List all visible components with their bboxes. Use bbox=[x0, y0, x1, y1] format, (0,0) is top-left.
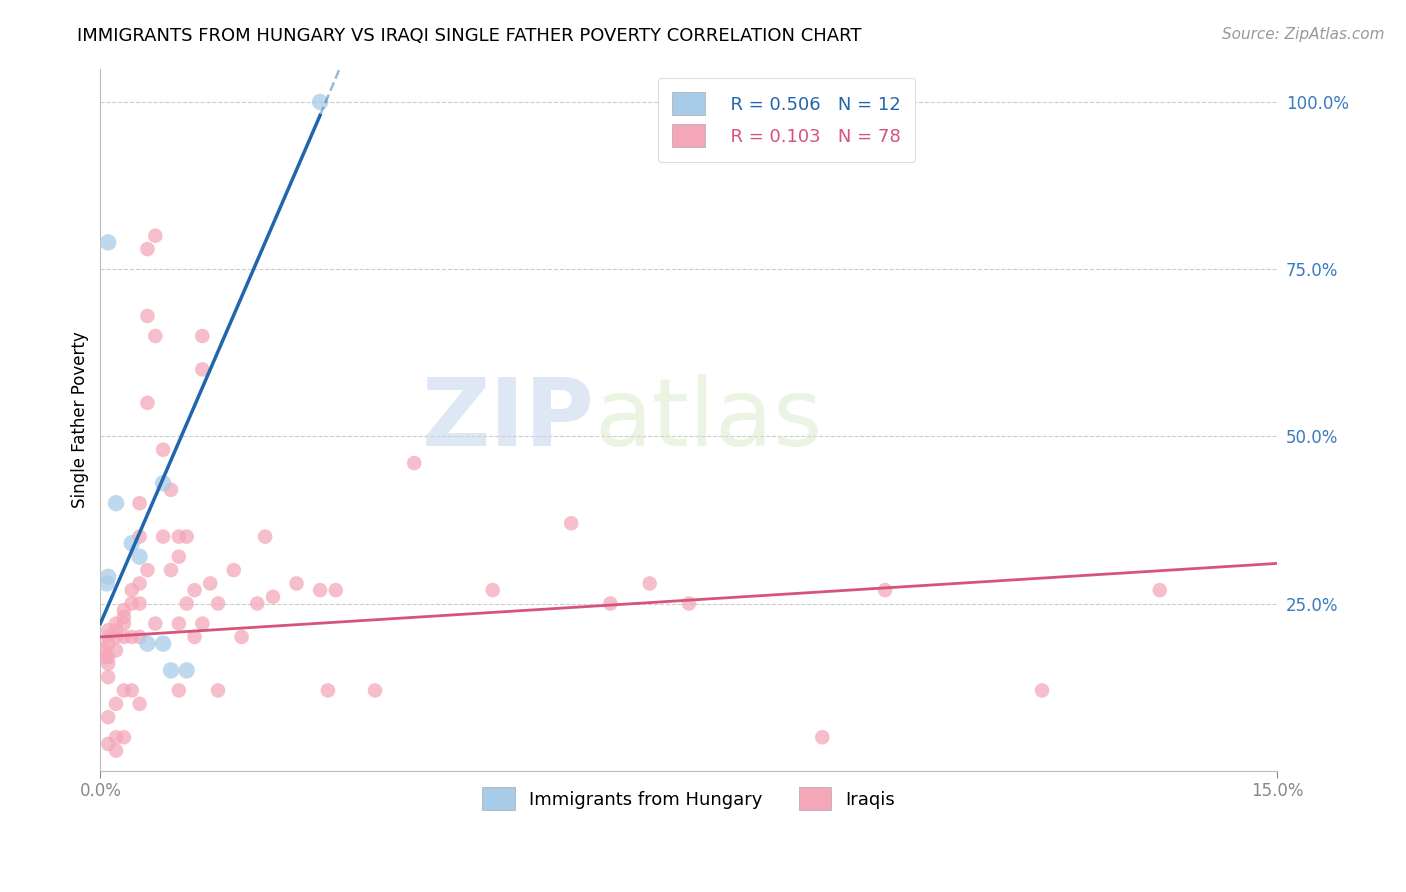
Point bbox=[143, 228, 166, 243]
Point bbox=[325, 583, 347, 598]
Point bbox=[128, 496, 150, 510]
Point bbox=[97, 235, 120, 250]
Point bbox=[364, 683, 387, 698]
Point bbox=[112, 616, 135, 631]
Point bbox=[105, 496, 128, 510]
Point bbox=[560, 516, 582, 531]
Point bbox=[97, 570, 120, 584]
Point bbox=[231, 630, 253, 644]
Point bbox=[97, 670, 120, 684]
Point bbox=[105, 624, 128, 638]
Point bbox=[316, 683, 339, 698]
Point bbox=[152, 442, 174, 457]
Point bbox=[176, 664, 198, 678]
Point bbox=[309, 583, 332, 598]
Text: IMMIGRANTS FROM HUNGARY VS IRAQI SINGLE FATHER POVERTY CORRELATION CHART: IMMIGRANTS FROM HUNGARY VS IRAQI SINGLE … bbox=[77, 27, 862, 45]
Point bbox=[167, 549, 190, 564]
Point bbox=[128, 549, 150, 564]
Point bbox=[97, 710, 120, 724]
Point bbox=[262, 590, 284, 604]
Point bbox=[97, 637, 120, 651]
Point bbox=[121, 597, 143, 611]
Point bbox=[97, 650, 120, 665]
Point bbox=[121, 536, 143, 550]
Point bbox=[128, 630, 150, 644]
Point bbox=[183, 583, 205, 598]
Point bbox=[167, 530, 190, 544]
Point bbox=[136, 309, 159, 323]
Point bbox=[481, 583, 503, 598]
Point bbox=[121, 583, 143, 598]
Point bbox=[136, 637, 159, 651]
Point bbox=[207, 597, 229, 611]
Text: ZIP: ZIP bbox=[422, 374, 595, 466]
Point bbox=[112, 683, 135, 698]
Point bbox=[160, 563, 183, 577]
Point bbox=[160, 664, 183, 678]
Point bbox=[167, 616, 190, 631]
Point bbox=[152, 476, 174, 491]
Point bbox=[875, 583, 897, 598]
Point bbox=[404, 456, 426, 470]
Point bbox=[136, 563, 159, 577]
Point bbox=[811, 731, 834, 745]
Point bbox=[121, 683, 143, 698]
Point bbox=[105, 630, 128, 644]
Point bbox=[207, 683, 229, 698]
Point bbox=[143, 329, 166, 343]
Point bbox=[97, 630, 120, 644]
Point bbox=[246, 597, 269, 611]
Point bbox=[97, 737, 120, 751]
Point bbox=[105, 744, 128, 758]
Point bbox=[1031, 683, 1053, 698]
Point bbox=[128, 576, 150, 591]
Point bbox=[183, 630, 205, 644]
Point bbox=[191, 362, 214, 376]
Point bbox=[191, 329, 214, 343]
Point bbox=[97, 624, 120, 638]
Legend: Immigrants from Hungary, Iraqis: Immigrants from Hungary, Iraqis bbox=[468, 772, 910, 825]
Point bbox=[112, 731, 135, 745]
Point bbox=[112, 610, 135, 624]
Point bbox=[176, 597, 198, 611]
Point bbox=[128, 530, 150, 544]
Text: atlas: atlas bbox=[595, 374, 823, 466]
Text: Source: ZipAtlas.com: Source: ZipAtlas.com bbox=[1222, 27, 1385, 42]
Point bbox=[200, 576, 222, 591]
Point bbox=[678, 597, 700, 611]
Point bbox=[105, 697, 128, 711]
Point bbox=[254, 530, 277, 544]
Point bbox=[160, 483, 183, 497]
Point bbox=[143, 616, 166, 631]
Point bbox=[105, 731, 128, 745]
Point bbox=[167, 683, 190, 698]
Point bbox=[136, 396, 159, 410]
Point bbox=[152, 637, 174, 651]
Point bbox=[309, 95, 332, 109]
Point bbox=[128, 597, 150, 611]
Point bbox=[112, 603, 135, 617]
Point bbox=[191, 616, 214, 631]
Point bbox=[599, 597, 621, 611]
Point bbox=[176, 530, 198, 544]
Point bbox=[128, 697, 150, 711]
Point bbox=[285, 576, 308, 591]
Point bbox=[121, 630, 143, 644]
Point bbox=[136, 242, 159, 256]
Point bbox=[638, 576, 661, 591]
Point bbox=[97, 657, 120, 671]
Y-axis label: Single Father Poverty: Single Father Poverty bbox=[72, 331, 89, 508]
Point bbox=[152, 530, 174, 544]
Point bbox=[96, 576, 118, 591]
Point bbox=[112, 630, 135, 644]
Point bbox=[1149, 583, 1171, 598]
Point bbox=[93, 643, 115, 657]
Point bbox=[105, 643, 128, 657]
Point bbox=[105, 616, 128, 631]
Point bbox=[94, 650, 117, 665]
Point bbox=[222, 563, 245, 577]
